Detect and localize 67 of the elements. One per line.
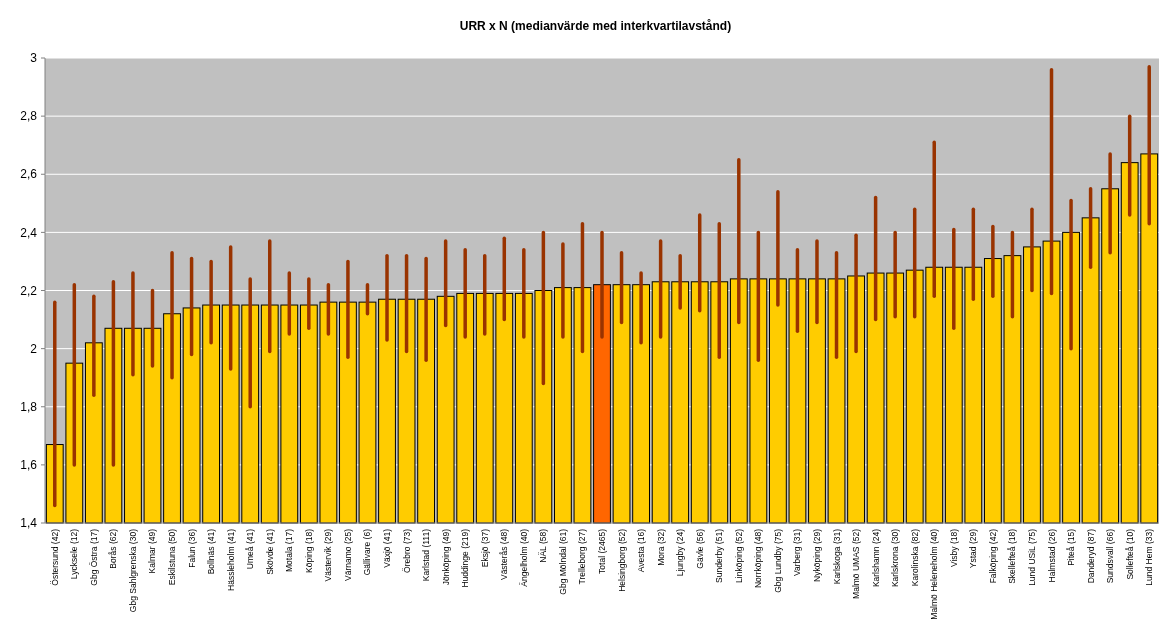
y-tick-label: 2,6 bbox=[20, 167, 38, 182]
x-tick-label: Piteå (15) bbox=[1066, 528, 1077, 566]
x-tick-label: Mora (32) bbox=[655, 528, 666, 566]
x-tick-label: Bollnäs (41) bbox=[206, 528, 217, 575]
x-tick-label: Helsingborg (52) bbox=[616, 528, 627, 592]
x-tick-label: Borås (62) bbox=[108, 528, 119, 569]
x-tick-label: Halmstad (26) bbox=[1046, 528, 1057, 583]
x-tick-label: Gbg Lundby (75) bbox=[772, 528, 783, 593]
x-tick-label: Umeå (41) bbox=[245, 528, 256, 570]
y-tick-label: 3 bbox=[30, 51, 38, 66]
x-tick-label: Visby (18) bbox=[948, 528, 959, 568]
x-tick-label: Malmö UMAS (52) bbox=[851, 528, 862, 599]
x-tick-label: Malmö Heleneholm (40) bbox=[929, 528, 940, 620]
x-tick-label: Örebro (73) bbox=[401, 528, 412, 573]
x-tick-label: Motala (17) bbox=[284, 528, 295, 572]
x-tick-label: Sollefteå (10) bbox=[1124, 528, 1135, 580]
x-tick-label: Gällivare (6) bbox=[362, 528, 373, 576]
x-tick-label: Östersund (42) bbox=[49, 528, 60, 586]
x-tick-label: Karlstad (111) bbox=[421, 528, 432, 582]
x-tick-label: Västerås (48) bbox=[499, 528, 510, 581]
x-tick-label: Eskilstuna (50) bbox=[167, 528, 178, 586]
x-tick-label: Total (2465) bbox=[597, 528, 607, 574]
x-tick-label: Ystad (29) bbox=[968, 528, 979, 569]
x-tick-label: Gbg Sahlgrenska (30) bbox=[127, 528, 138, 613]
x-tick-label: Sundsvall (66) bbox=[1105, 528, 1116, 584]
x-tick-label: Gävle (56) bbox=[694, 528, 705, 569]
x-tick-label: Gbg Östra (17) bbox=[88, 528, 99, 586]
y-tick-label: 2,2 bbox=[20, 283, 38, 298]
y-tick-label: 1,4 bbox=[20, 516, 38, 531]
x-tick-label: Sunderby (51) bbox=[714, 528, 725, 583]
y-tick-label: 1,6 bbox=[20, 458, 38, 473]
x-tick-label: Kalmar (49) bbox=[147, 528, 158, 574]
x-tick-label: Avesta (16) bbox=[636, 528, 647, 573]
x-tick-label: Varberg (31) bbox=[792, 528, 803, 577]
x-tick-label: Huddinge (219) bbox=[460, 528, 471, 588]
x-tick-label: Karlskrona (30) bbox=[890, 528, 901, 588]
x-tick-label: Gbg Mölndal (61) bbox=[557, 528, 568, 595]
x-tick-label: Linköping (52) bbox=[733, 528, 744, 583]
x-tick-label: Falköping (42) bbox=[987, 528, 998, 584]
x-tick-label: Västervik (29) bbox=[323, 528, 334, 582]
x-tick-label: Ljungby (24) bbox=[675, 528, 686, 577]
x-tick-label: Eksjö (37) bbox=[479, 528, 490, 568]
x-tick-label: Jönköping (49) bbox=[440, 528, 451, 586]
x-tick-label: Karlskoga (31) bbox=[831, 528, 842, 585]
x-tick-label: Köping (18) bbox=[303, 528, 314, 573]
x-tick-label: Växjö (41) bbox=[382, 528, 393, 568]
y-tick-label: 2,4 bbox=[20, 225, 38, 240]
x-tick-label: Nyköping (29) bbox=[811, 528, 822, 582]
x-tick-label: Norrköping (48) bbox=[753, 528, 764, 589]
chart-title: URR x N (medianvärde med interkvartilavstånd) bbox=[459, 19, 732, 33]
y-tick-label: 1,8 bbox=[20, 399, 38, 414]
x-tick-label: Falun (36) bbox=[186, 528, 197, 568]
x-tick-label: Karlshamn (24) bbox=[870, 528, 881, 588]
x-tick-label: Lycksele (12) bbox=[69, 528, 80, 580]
x-tick-label: Lund USiL (75) bbox=[1026, 528, 1037, 586]
x-tick-label: Karolinska (82) bbox=[909, 528, 920, 587]
x-tick-label: Ängelholm (40) bbox=[518, 528, 529, 587]
y-tick-label: 2,8 bbox=[20, 109, 38, 124]
x-tick-label: Danderyd (87) bbox=[1085, 528, 1096, 584]
x-tick-label: Skellefteå (18) bbox=[1007, 528, 1018, 584]
x-tick-label: Värnamo (25) bbox=[342, 528, 353, 581]
x-tick-label: Trelleborg (27) bbox=[577, 528, 588, 585]
x-tick-label: Lund Hem (33) bbox=[1144, 528, 1155, 586]
y-tick-label: 2 bbox=[30, 341, 38, 356]
x-tick-label: NÄL (58) bbox=[538, 528, 549, 563]
x-tick-label: Hässleholm (41) bbox=[225, 528, 236, 591]
x-tick-label: Skövde (41) bbox=[264, 528, 275, 575]
